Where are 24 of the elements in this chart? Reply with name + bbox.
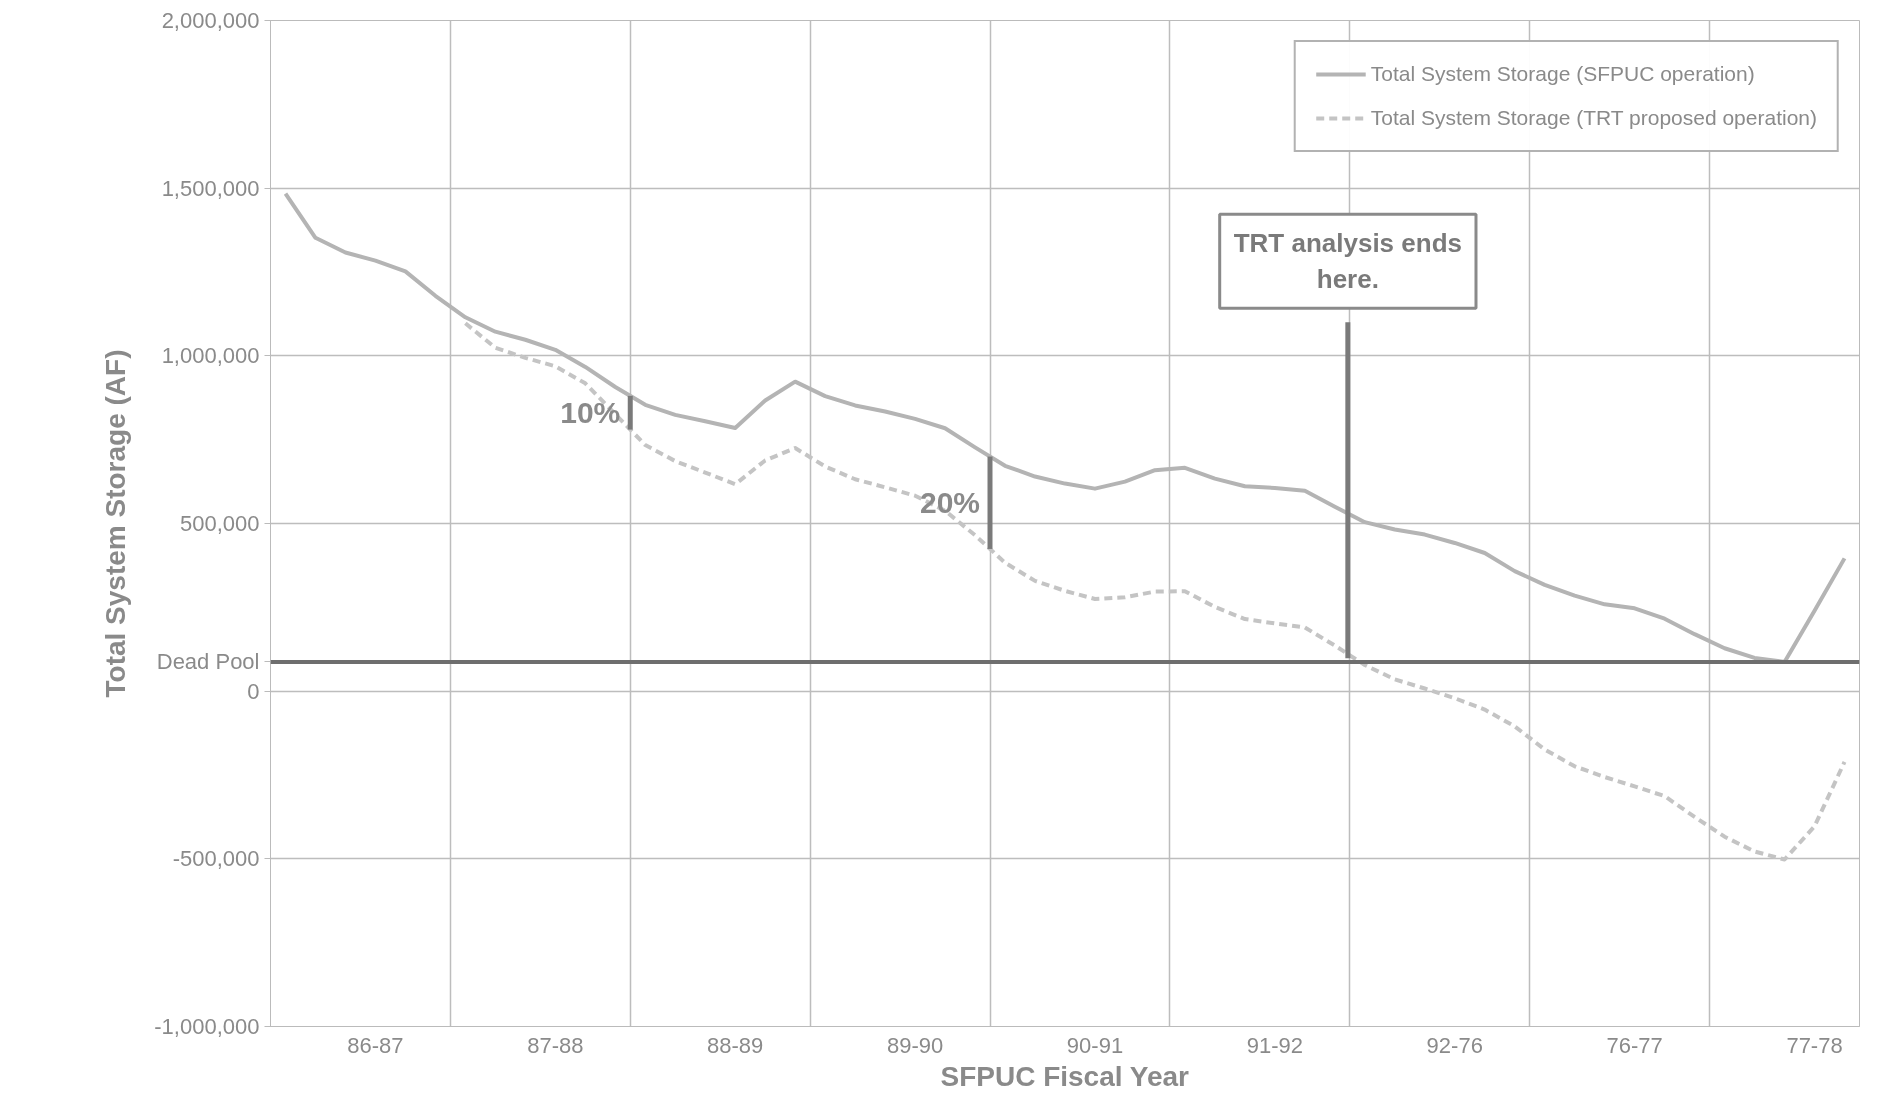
x-tick-label: 76-77 — [1606, 1032, 1663, 1058]
annotation: 10% — [560, 396, 621, 430]
x-tick-label: 86-87 — [347, 1032, 404, 1058]
x-axis-title: SFPUC Fiscal Year — [940, 1060, 1190, 1092]
x-tick-label: 91-92 — [1246, 1032, 1304, 1058]
y-tick-label: -1,000,000 — [154, 1014, 260, 1039]
y-axis-title: Total System Storage (AF) — [100, 349, 132, 698]
x-tick-label: 89-90 — [886, 1032, 944, 1058]
y-tick-label: 0 — [247, 678, 260, 704]
y-tick-label: 500,000 — [179, 511, 260, 536]
x-tick-label: 90-91 — [1066, 1032, 1124, 1058]
legend-label: Total System Storage (SFPUC operation) — [1370, 62, 1755, 86]
x-tick-label: 77-78 — [1786, 1032, 1843, 1058]
x-tick-label: 88-89 — [707, 1032, 764, 1058]
legend-label: Total System Storage (TRT proposed operation) — [1370, 106, 1817, 130]
y-tick-label: -500,000 — [172, 846, 260, 872]
ref-line-label: Dead Pool — [156, 649, 260, 675]
annotation: 20% — [919, 486, 980, 520]
x-tick-label: 92-76 — [1426, 1032, 1483, 1058]
x-tick-label: 87-88 — [527, 1032, 584, 1058]
y-tick-label: 1,500,000 — [161, 175, 260, 201]
annotation: TRT analysis ends here. — [1233, 228, 1462, 295]
y-tick-label: 1,000,000 — [161, 343, 260, 369]
y-tick-label: 2,000,000 — [161, 8, 260, 33]
